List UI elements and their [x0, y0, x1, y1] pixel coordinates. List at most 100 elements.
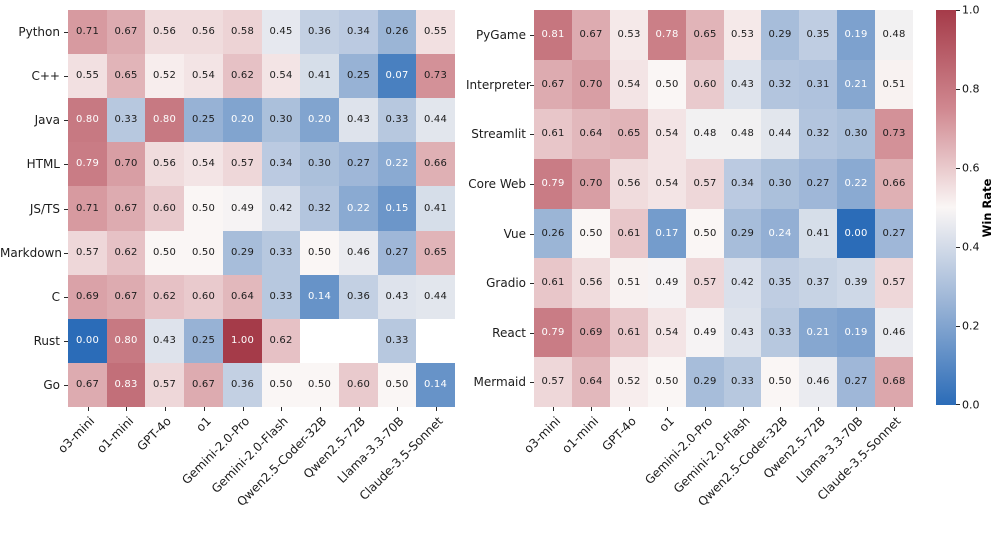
row-label: Gradio [486, 276, 526, 290]
heatmap-cell: 0.56 [572, 258, 610, 308]
heatmap-cell: 0.26 [378, 10, 416, 54]
heatmap-cell: 0.46 [339, 231, 378, 275]
x-tick-mark [397, 407, 398, 411]
heatmap-cell: 0.57 [68, 231, 107, 275]
heatmap-cell: 0.55 [416, 10, 455, 54]
heatmap-cell: 0.30 [837, 109, 875, 159]
heatmap-cell [416, 319, 455, 363]
heatmap-cell: 0.35 [799, 10, 837, 60]
row-label: JS/TS [29, 201, 60, 216]
y-tick-mark [64, 164, 68, 165]
heatmap-cell: 0.33 [378, 319, 416, 363]
colorbar-tick-mark [956, 247, 960, 248]
heatmap-cell: 0.54 [184, 142, 223, 186]
y-tick-mark [530, 333, 534, 334]
heatmap-cell: 0.50 [184, 231, 223, 275]
heatmap-cell: 0.50 [145, 231, 184, 275]
heatmap-cell: 0.57 [145, 363, 184, 407]
heatmap-cell: 0.64 [223, 275, 262, 319]
heatmap-cell: 0.45 [262, 10, 300, 54]
y-tick-mark [64, 120, 68, 121]
column-label: o3-mini [55, 414, 98, 456]
column-label: o1 [192, 414, 214, 435]
heatmap-cell: 0.43 [145, 319, 184, 363]
column-label: o1-mini [93, 414, 136, 456]
heatmap-cell: 0.54 [262, 54, 300, 98]
heatmap-cell: 0.81 [534, 10, 572, 60]
heatmap-cell: 0.61 [534, 109, 572, 159]
heatmap-cell: 0.44 [416, 98, 455, 142]
colorbar-tick-mark [956, 89, 960, 90]
heatmap-cell: 0.22 [339, 186, 378, 231]
row-label: Vue [503, 226, 526, 241]
heatmap-cell: 0.21 [799, 308, 837, 357]
heatmap-cell: 0.50 [300, 231, 339, 275]
heatmap-cell: 0.79 [68, 142, 107, 186]
heatmap-cell: 0.65 [610, 109, 648, 159]
heatmap-cell: 0.21 [837, 60, 875, 109]
heatmap-cell: 0.57 [686, 258, 724, 308]
heatmap-cell: 0.65 [416, 231, 455, 275]
heatmap-cell: 0.22 [837, 159, 875, 209]
row-label: Go [43, 378, 60, 392]
heatmap-cell: 0.69 [68, 275, 107, 319]
heatmap-cell: 0.66 [875, 159, 913, 209]
row-label: React [492, 325, 526, 340]
heatmap-cell: 0.50 [262, 363, 300, 407]
heatmap-cell: 0.29 [724, 209, 761, 258]
row-label: PyGame [475, 28, 526, 42]
heatmap-cell: 0.26 [534, 209, 572, 258]
heatmap-cell: 0.58 [223, 10, 262, 54]
colorbar-tick-label: 0.4 [962, 240, 980, 254]
x-tick-mark [894, 407, 895, 411]
heatmap-cell: 0.33 [724, 357, 761, 407]
row-label: Markdown [0, 246, 62, 260]
heatmap-cell: 0.51 [610, 258, 648, 308]
row-label: Python [18, 25, 60, 39]
row-label: Rust [33, 334, 60, 348]
colorbar-tick-label: 0.6 [962, 161, 980, 175]
heatmap-cell: 0.50 [300, 363, 339, 407]
row-label: Core Web [468, 177, 526, 191]
heatmap-cell: 0.60 [184, 275, 223, 319]
heatmap-cell: 0.14 [416, 363, 455, 407]
heatmap-cell: 0.43 [339, 98, 378, 142]
heatmap-cell: 0.39 [837, 258, 875, 308]
heatmap-cell: 0.30 [761, 159, 799, 209]
heatmap-cell: 0.27 [799, 159, 837, 209]
colorbar-tick-label: 1.0 [962, 3, 980, 17]
heatmap-cell: 0.65 [686, 10, 724, 60]
y-tick-mark [64, 209, 68, 210]
heatmap-cell: 0.80 [68, 98, 107, 142]
heatmap-cell: 0.62 [107, 231, 145, 275]
heatmap-cell: 0.20 [223, 98, 262, 142]
heatmap-cell: 0.62 [262, 319, 300, 363]
heatmap-cell: 0.50 [378, 363, 416, 407]
y-tick-mark [64, 76, 68, 77]
heatmap-cell: 0.24 [761, 209, 799, 258]
colorbar-tick-label: 0.8 [962, 82, 980, 96]
heatmap-cell: 0.62 [145, 275, 184, 319]
heatmap-cell: 0.32 [761, 60, 799, 109]
y-tick-mark [530, 234, 534, 235]
heatmap-cell: 0.41 [300, 54, 339, 98]
heatmap-cell: 0.46 [875, 308, 913, 357]
heatmap-cell: 0.46 [799, 357, 837, 407]
row-label: Java [34, 113, 60, 127]
heatmap-cell: 0.50 [648, 60, 686, 109]
heatmap-cell: 0.33 [262, 231, 300, 275]
heatmap-cell: 0.36 [300, 10, 339, 54]
heatmap-cell: 0.29 [761, 10, 799, 60]
column-label: Gemini-2.0-Pro [179, 414, 253, 488]
colorbar-tick-label: 0.0 [962, 398, 980, 412]
heatmap-cell: 0.50 [761, 357, 799, 407]
heatmap-cell: 0.66 [416, 142, 455, 186]
heatmap-cell: 0.80 [107, 319, 145, 363]
x-tick-mark [164, 407, 166, 411]
heatmap-cell: 0.15 [378, 186, 416, 231]
heatmap-cell: 0.48 [686, 109, 724, 159]
heatmap-cell: 0.34 [724, 159, 761, 209]
heatmap-cell: 0.49 [223, 186, 262, 231]
row-label: Interpreter [466, 77, 531, 92]
heatmap-cell: 0.30 [262, 98, 300, 142]
